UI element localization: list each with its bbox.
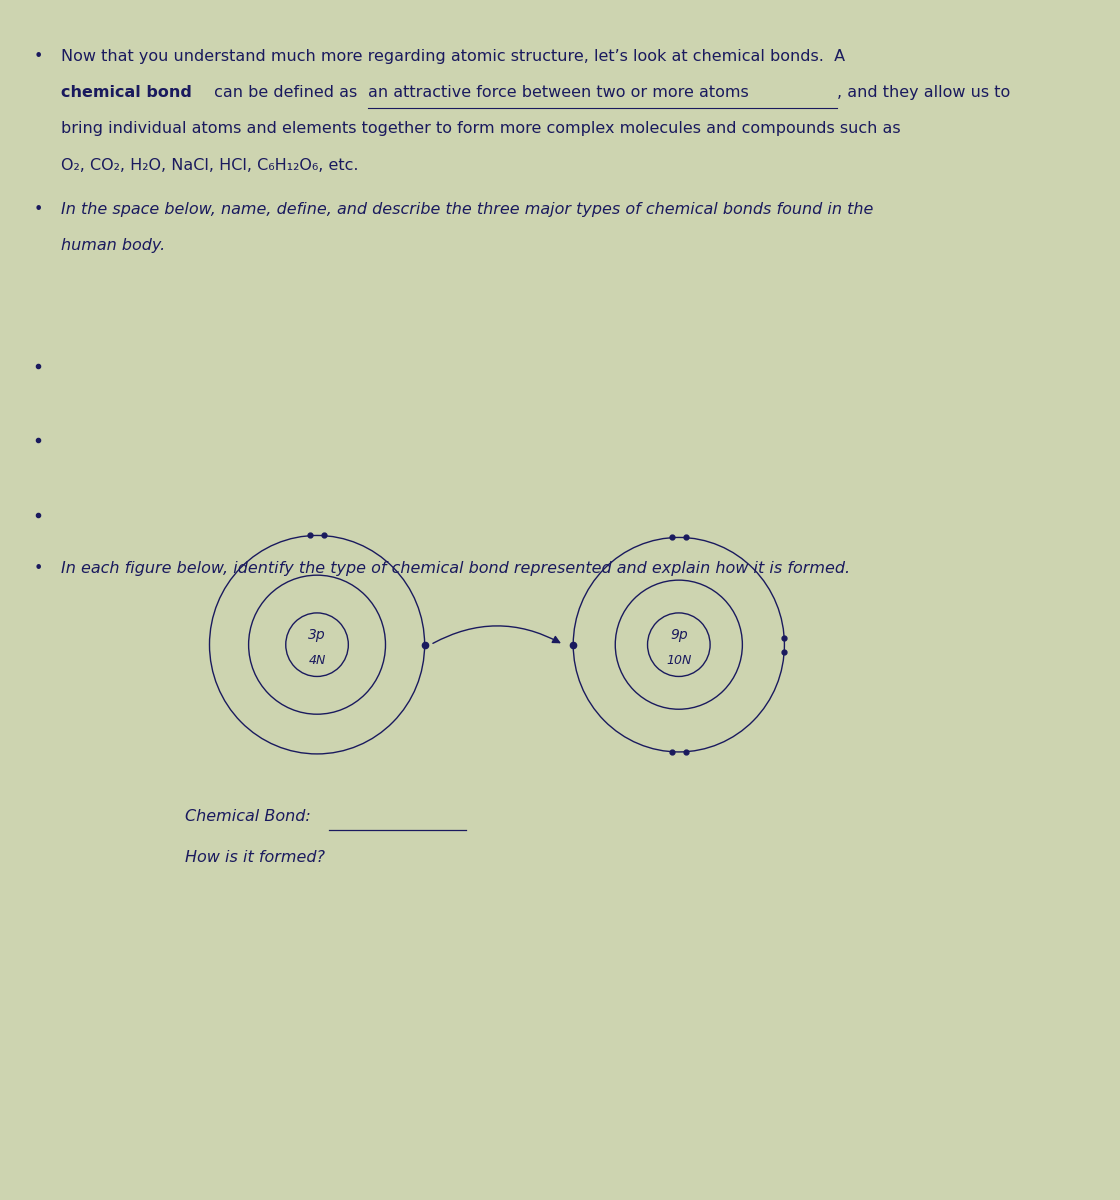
- Text: an attractive force between two or more atoms: an attractive force between two or more …: [367, 85, 748, 100]
- Text: 3p: 3p: [308, 628, 326, 642]
- Text: •: •: [34, 562, 43, 576]
- Text: Now that you understand much more regarding atomic structure, let’s look at chem: Now that you understand much more regard…: [60, 49, 844, 64]
- Text: human body.: human body.: [60, 238, 165, 253]
- Text: , and they allow us to: , and they allow us to: [838, 85, 1010, 100]
- Text: •: •: [34, 202, 43, 217]
- Text: chemical bond: chemical bond: [60, 85, 192, 100]
- Text: can be defined as: can be defined as: [209, 85, 363, 100]
- Text: 10N: 10N: [666, 654, 691, 667]
- Text: •: •: [34, 49, 43, 64]
- Text: In the space below, name, define, and describe the three major types of chemical: In the space below, name, define, and de…: [60, 202, 874, 217]
- Text: bring individual atoms and elements together to form more complex molecules and : bring individual atoms and elements toge…: [60, 121, 900, 137]
- Text: 4N: 4N: [308, 654, 326, 667]
- Text: How is it formed?: How is it formed?: [185, 850, 325, 865]
- Text: 9p: 9p: [670, 628, 688, 642]
- Text: Chemical Bond:: Chemical Bond:: [185, 809, 311, 823]
- Text: O₂, CO₂, H₂O, NaCl, HCl, C₆H₁₂O₆, etc.: O₂, CO₂, H₂O, NaCl, HCl, C₆H₁₂O₆, etc.: [60, 157, 358, 173]
- Text: In each figure below, identify the type of chemical bond represented and explain: In each figure below, identify the type …: [60, 562, 850, 576]
